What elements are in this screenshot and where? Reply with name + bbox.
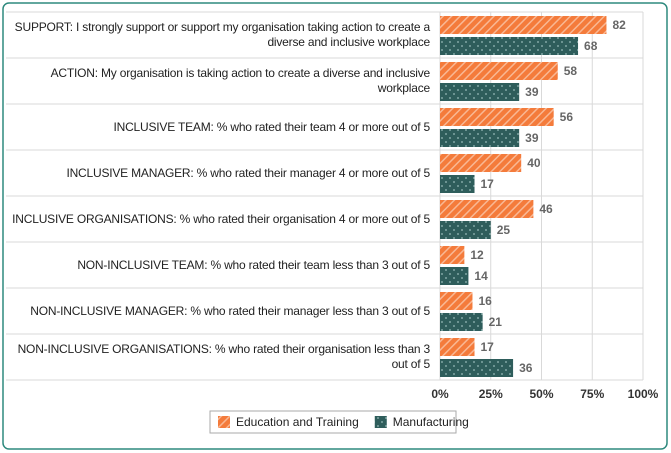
data-label: 21 — [489, 315, 503, 329]
legend-label: Education and Training — [236, 415, 359, 429]
bar — [440, 129, 520, 147]
bar — [440, 338, 475, 356]
bar — [440, 267, 469, 285]
x-tick-label: 75% — [580, 387, 604, 401]
data-label: 12 — [470, 248, 484, 262]
category-label: NON-INCLUSIVE MANAGER: % who rated their… — [30, 303, 430, 318]
data-label: 39 — [525, 131, 539, 145]
data-label: 40 — [527, 156, 541, 170]
data-label: 46 — [539, 202, 553, 216]
bar — [440, 313, 483, 331]
legend-swatch[interactable] — [218, 416, 230, 428]
x-tick-label: 50% — [529, 387, 553, 401]
bar — [440, 221, 491, 239]
data-label: 25 — [497, 223, 511, 237]
bar — [440, 83, 520, 101]
x-tick-label: 100% — [628, 387, 659, 401]
data-label: 56 — [560, 110, 574, 124]
category-label: INCLUSIVE ORGANISATIONS: % who rated the… — [12, 211, 430, 226]
bar — [440, 200, 534, 218]
bar — [440, 154, 522, 172]
data-label: 82 — [612, 18, 626, 32]
bar — [440, 246, 465, 264]
legend-label: Manufacturing — [393, 415, 469, 429]
x-tick-label: 25% — [479, 387, 503, 401]
x-tick-label: 0% — [431, 387, 449, 401]
bar — [440, 292, 473, 310]
legend: Education and Training Manufacturing — [209, 410, 469, 434]
data-label: 68 — [584, 39, 598, 53]
bar — [440, 175, 475, 193]
category-label: NON-INCLUSIVE ORGANISATIONS: % who rated… — [17, 342, 431, 371]
legend-swatch[interactable] — [374, 416, 387, 428]
data-label: 17 — [481, 340, 495, 354]
data-label: 36 — [519, 361, 533, 375]
data-label: 14 — [474, 269, 488, 283]
bar — [440, 37, 579, 55]
category-label: INCLUSIVE TEAM: % who rated their team 4… — [113, 119, 430, 134]
category-label: ACTION: My organisation is taking action… — [50, 66, 431, 95]
data-label: 39 — [525, 85, 539, 99]
bar — [440, 16, 607, 34]
category-label: INCLUSIVE MANAGER: % who rated their man… — [66, 165, 430, 180]
category-label: SUPPORT: I strongly support or support m… — [14, 20, 431, 49]
bar — [440, 359, 514, 377]
data-label: 58 — [564, 64, 578, 78]
category-label: NON-INCLUSIVE TEAM: % who rated their te… — [77, 257, 430, 272]
data-label: 16 — [478, 294, 492, 308]
legend-box — [209, 410, 457, 434]
bar — [440, 62, 558, 80]
data-label: 17 — [481, 177, 495, 191]
bar — [440, 108, 554, 126]
